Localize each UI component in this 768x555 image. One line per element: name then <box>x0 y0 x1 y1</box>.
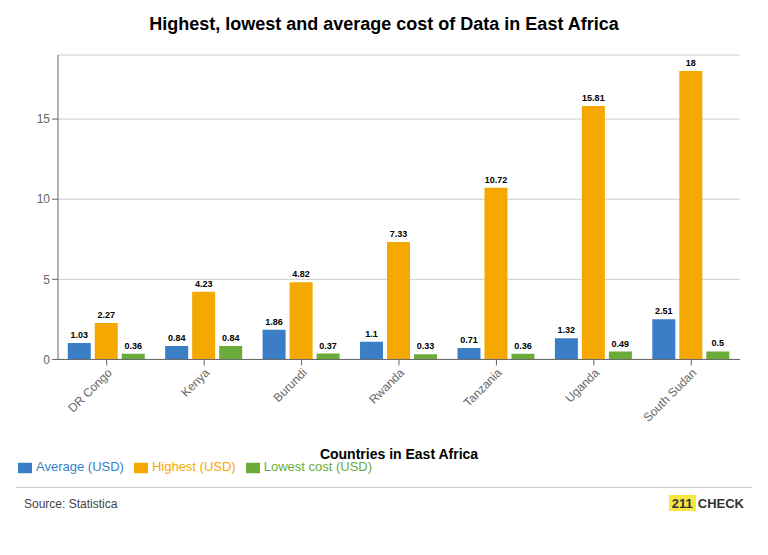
svg-text:0.36: 0.36 <box>514 341 532 351</box>
svg-text:4.23: 4.23 <box>195 279 213 289</box>
svg-text:4.82: 4.82 <box>292 269 310 279</box>
svg-text:1.03: 1.03 <box>70 330 88 340</box>
svg-text:0: 0 <box>43 353 50 367</box>
svg-text:2.51: 2.51 <box>655 306 673 316</box>
html-text:Highest, lowest and average co: Highest, lowest and average cost of Data… <box>149 14 619 34</box>
svg-text:1.86: 1.86 <box>265 317 283 327</box>
svg-text:0.33: 0.33 <box>417 341 435 351</box>
svg-text:10: 10 <box>37 192 51 206</box>
html-text:Average (USD): Average (USD) <box>36 459 124 475</box>
svg-text:Countries in East Africa: Countries in East Africa <box>320 446 478 462</box>
svg-text:1.32: 1.32 <box>558 325 576 335</box>
svg-text:Kenya: Kenya <box>178 365 212 399</box>
svg-text:0.5: 0.5 <box>712 338 725 348</box>
svg-text:Rwanda: Rwanda <box>366 365 407 406</box>
svg-text:0.36: 0.36 <box>124 341 142 351</box>
svg-text:Uganda: Uganda <box>562 365 602 405</box>
svg-text:2.27: 2.27 <box>97 310 115 320</box>
html-text:Source: Statistica: Source: Statistica <box>24 496 118 511</box>
svg-text:Tanzania: Tanzania <box>461 365 505 409</box>
html-text:211 CHECK: 211 CHECK <box>671 496 744 511</box>
svg-text:South Sudan: South Sudan <box>640 366 699 425</box>
svg-text:Burundi: Burundi <box>271 366 310 405</box>
svg-text:5: 5 <box>43 273 50 287</box>
svg-text:15: 15 <box>37 112 51 126</box>
svg-text:0.84: 0.84 <box>222 333 240 343</box>
svg-text:0.84: 0.84 <box>168 333 186 343</box>
svg-text:7.33: 7.33 <box>390 229 408 239</box>
svg-text:0.37: 0.37 <box>319 341 337 351</box>
svg-text:DR Congo: DR Congo <box>65 365 115 415</box>
svg-text:0.71: 0.71 <box>460 335 478 345</box>
html-text:Lowest cost (USD): Lowest cost (USD) <box>263 459 373 475</box>
html-text:Highest (USD): Highest (USD) <box>151 459 236 475</box>
svg-text:15.81: 15.81 <box>582 93 605 103</box>
svg-text:18: 18 <box>686 58 696 68</box>
svg-text:0.49: 0.49 <box>612 339 630 349</box>
svg-text:10.72: 10.72 <box>485 175 508 185</box>
svg-text:1.1: 1.1 <box>365 329 378 339</box>
